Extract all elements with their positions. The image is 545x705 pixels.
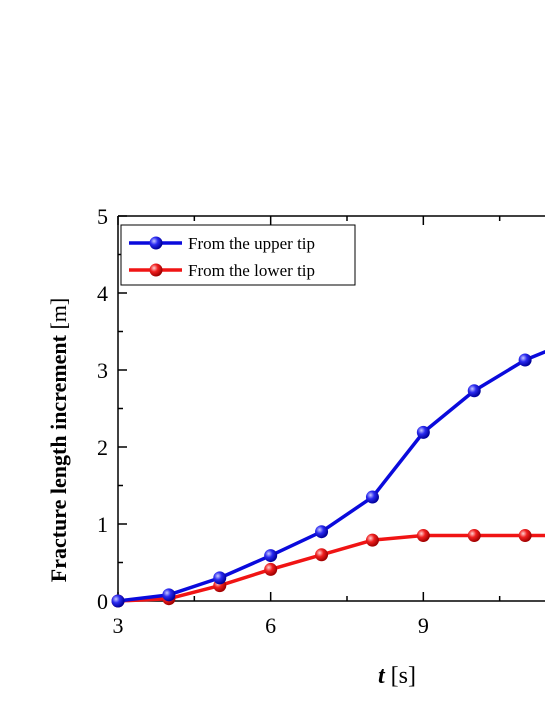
x-tick-label: 9 [418,613,429,638]
data-point-series-0 [365,490,379,504]
data-point-series-1 [264,562,278,576]
data-point-series-0 [111,594,125,608]
data-point-series-1 [518,529,532,543]
y-tick-label: 3 [97,358,108,383]
y-tick-label: 1 [97,512,108,537]
legend-marker-upper [149,236,163,250]
y-axis-label: Fracture length increment [m] [46,298,71,583]
y-tick-label: 4 [97,281,108,306]
data-point-series-0 [467,384,481,398]
x-axis-label-var: t [378,663,386,689]
data-point-series-0 [315,525,329,539]
legend-entry-lower: From the lower tip [129,261,315,280]
y-tick-label: 0 [97,589,108,614]
series-line-1 [117,533,545,603]
data-point-series-1 [467,529,481,543]
y-axis-label-text: Fracture length increment [46,334,71,582]
x-tick-label: 3 [113,613,124,638]
data-point-series-1 [416,529,430,543]
data-point-series-0 [213,571,227,585]
series-layer [111,349,545,608]
data-point-series-1 [365,533,379,547]
legend-label-upper: From the upper tip [188,234,315,253]
data-point-series-0 [518,353,532,367]
data-point-series-0 [162,588,176,602]
y-tick-label: 5 [97,204,108,229]
legend-label-lower: From the lower tip [188,261,315,280]
legend-marker-lower [149,263,163,277]
data-point-series-0 [264,549,278,563]
x-axis-label: t [s] [378,663,416,689]
x-tick-label: 6 [265,613,276,638]
data-point-series-1 [315,548,329,562]
y-axis-label-unit: [m] [46,298,71,330]
series-line-0 [117,349,545,603]
ticks-layer: 3 6 9 0 1 2 3 4 5 [97,204,501,638]
x-axis-label-unit: [s] [391,663,416,689]
y-tick-label: 2 [97,435,108,460]
data-point-series-0 [416,425,430,439]
legend-entry-upper: From the upper tip [129,234,315,253]
legend: From the upper tip From the lower tip [120,224,356,286]
